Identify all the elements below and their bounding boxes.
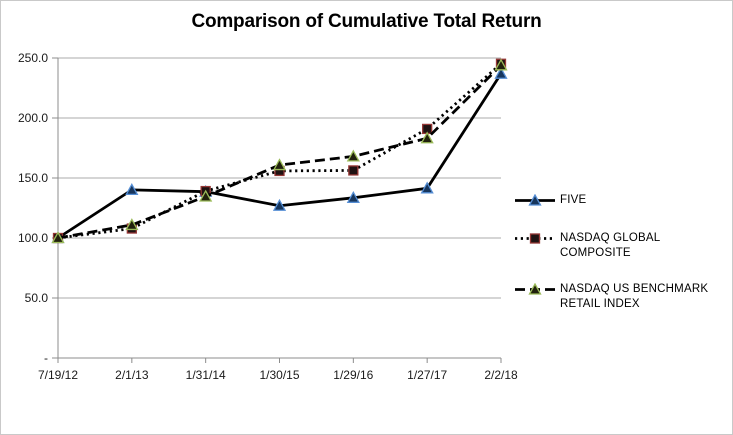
svg-text:100.0: 100.0 [18, 231, 48, 245]
series-five [51, 66, 508, 244]
series-nasdaq-global-composite [52, 58, 507, 244]
y-axis-labels: - 50.0 100.0 150.0 200.0 250.0 [18, 51, 48, 365]
svg-text:2/2/18: 2/2/18 [484, 368, 518, 382]
legend-item-nasdaq-us-benchmark-retail-index: NASDAQ US BENCHMARK RETAIL INDEX [515, 282, 730, 312]
svg-text:1/30/15: 1/30/15 [259, 368, 299, 382]
svg-text:1/31/14: 1/31/14 [186, 368, 226, 382]
svg-text:-: - [44, 351, 48, 365]
legend-label-nasdaq-us-benchmark-retail-index: NASDAQ US BENCHMARK RETAIL INDEX [560, 283, 709, 310]
legend-line-marker-sample-five [515, 194, 555, 206]
legend-line-marker-sample-nasdaq-global-composite [515, 233, 555, 244]
svg-text:1/29/16: 1/29/16 [333, 368, 373, 382]
legend-item-five: FIVE [515, 193, 730, 208]
legend-item-nasdaq-global-composite: NASDAQ GLOBAL COMPOSITE [515, 231, 730, 261]
axis-ticks [52, 57, 502, 363]
legend-line-marker-sample-nasdaq-us-benchmark-retail-index [515, 283, 555, 295]
svg-text:1/27/17: 1/27/17 [407, 368, 447, 382]
chart-title: Comparison of Cumulative Total Return [191, 11, 542, 32]
svg-text:7/19/12: 7/19/12 [38, 368, 78, 382]
svg-text:200.0: 200.0 [18, 111, 48, 125]
svg-text:150.0: 150.0 [18, 171, 48, 185]
legend: FIVE NASDAQ GLOBAL COMPOSITE NASDAQ US B… [515, 193, 730, 312]
svg-text:50.0: 50.0 [25, 291, 49, 305]
legend-label-five: FIVE [560, 194, 587, 206]
series-nasdaq-us-benchmark-retail-index [51, 58, 508, 244]
y-gridlines [58, 57, 501, 299]
svg-text:2/1/13: 2/1/13 [115, 368, 149, 382]
legend-label-nasdaq-global-composite: NASDAQ GLOBAL COMPOSITE [560, 232, 660, 259]
x-axis-labels: 7/19/12 2/1/13 1/31/14 1/30/15 1/29/16 1/27/1… [38, 368, 518, 382]
svg-text:250.0: 250.0 [18, 51, 48, 65]
